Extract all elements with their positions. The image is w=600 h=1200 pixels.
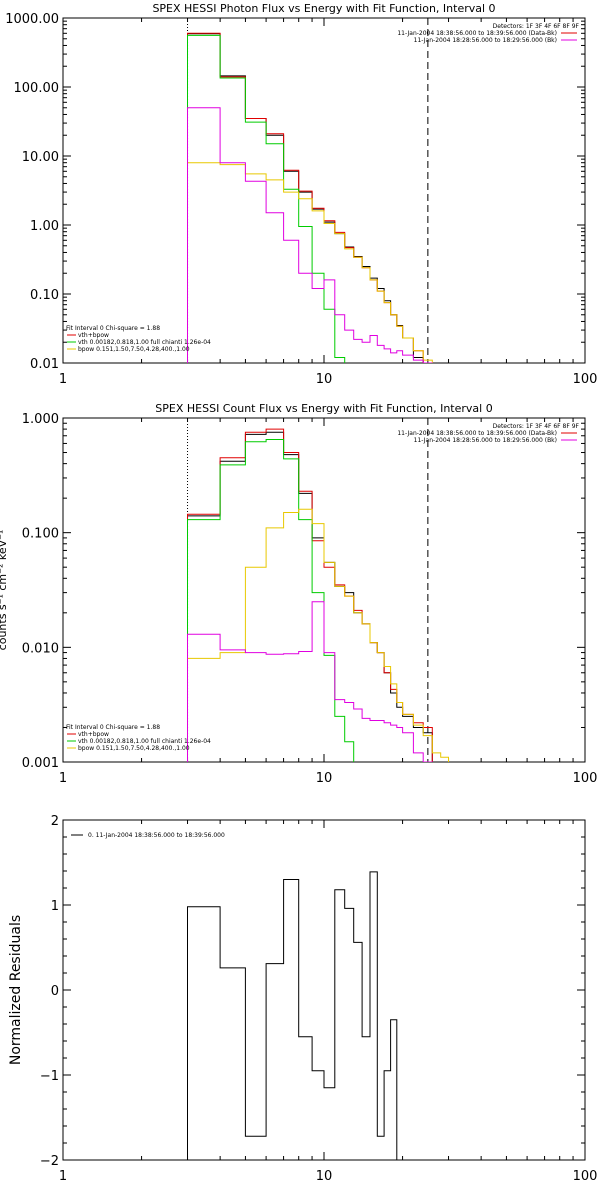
y-tick-label: 2 (51, 814, 59, 829)
y-tick-label: −2 (40, 1154, 59, 1169)
y-axis: 0.001 0.010 0.100 1.000 (22, 412, 585, 771)
series-vth-line (187, 439, 355, 762)
series-group (187, 871, 398, 1160)
legend-entry: 0. 11-Jan-2004 18:38:56.000 to 18:39:56.… (88, 832, 225, 839)
y-tick-label: 0.01 (30, 357, 59, 372)
header-line: 11-Jan-2004 18:38:56.000 to 18:39:56.000… (397, 430, 557, 437)
y-tick-label: 0.10 (30, 288, 59, 303)
x-tick-label: 100 (573, 1169, 598, 1184)
header-line: Detectors: 1F 3F 4F 6F 8F 9F (493, 23, 580, 30)
y-axis-label: Normalized Residuals (8, 915, 24, 1065)
x-axis: 1 10 100 (59, 18, 598, 387)
y-tick-label: 0.010 (22, 641, 59, 656)
y-tick-label: 0.001 (22, 756, 59, 771)
x-axis: 1 10 100 (59, 820, 598, 1184)
legend-entry: vth 0.00182,0.818,1.00 full chianti 1.26… (78, 339, 211, 346)
series-bpow-line (187, 508, 449, 762)
series-data-line (187, 431, 433, 762)
x-tick-label: 10 (316, 771, 333, 786)
series-bkg-line (187, 601, 433, 762)
header-line: 11-Jan-2004 18:28:56.000 to 18:29:56.000… (414, 37, 557, 44)
y-tick-label: 1000.00 (5, 12, 59, 27)
legend-entry: Fit Interval 0 Chi-square = 1.88 (66, 325, 160, 332)
y-tick-label: 1.000 (22, 412, 59, 427)
legend-entry: vth 0.00182,0.818,1.00 full chianti 1.26… (78, 738, 211, 745)
legend-entry: bpow 0.151,1.50,7.50,4.28,400.,1.00 (78, 745, 190, 752)
y-axis: 0.01 0.10 1.00 10.00 100.00 1000.00 (5, 12, 585, 372)
x-tick-label: 1 (59, 1169, 67, 1184)
series-total-line (187, 32, 433, 363)
series-vth-line (187, 34, 346, 363)
chart-panel-1: SPEX HESSI Photon Flux vs Energy with Fi… (5, 2, 598, 387)
y-tick-label: −1 (40, 1069, 59, 1084)
y-tick-label: 0.100 (22, 527, 59, 542)
y-axis: −2 −1 0 1 2 (40, 814, 585, 1169)
x-tick-label: 10 (316, 1169, 333, 1184)
chart-panel-2: SPEX HESSI Count Flux vs Energy with Fit… (0, 402, 598, 786)
series-data-line (187, 871, 398, 1160)
legend-entry: bpow 0.151,1.50,7.50,4.28,400.,1.00 (78, 346, 190, 353)
x-tick-label: 1 (59, 372, 67, 387)
x-tick-label: 1 (59, 771, 67, 786)
x-axis: 1 10 100 (59, 418, 598, 786)
y-tick-label: 10.00 (22, 150, 59, 165)
y-tick-label: 1 (51, 899, 59, 914)
legend-entry: Fit Interval 0 Chi-square = 1.88 (66, 724, 160, 731)
y-tick-label: 0 (51, 984, 59, 999)
legend-entry: vth+bpow (78, 332, 109, 339)
plot-frame (62, 819, 586, 1161)
series-bpow-line (187, 162, 433, 363)
series-data-line (187, 33, 424, 363)
chart-panel-3: 1 10 100 −2 −1 0 1 2 Normalized Residuals 0. 11-J… (8, 814, 598, 1184)
plot-frame (62, 17, 586, 364)
header-line: 11-Jan-2004 18:38:56.000 to 18:39:56.000… (397, 30, 557, 37)
legend-entry: vth+bpow (78, 731, 109, 738)
series-group (187, 32, 433, 363)
x-tick-label: 10 (316, 372, 333, 387)
x-tick-label: 100 (573, 372, 598, 387)
header-line: Detectors: 1F 3F 4F 6F 8F 9F (493, 423, 580, 430)
series-bkg-line (187, 107, 433, 363)
header-line: 11-Jan-2004 18:28:56.000 to 18:29:56.000… (414, 437, 557, 444)
y-tick-label: 1.00 (30, 219, 59, 234)
y-axis-label: counts s⁻¹ cm⁻² keV⁻¹ (0, 530, 9, 651)
series-total-line (187, 428, 433, 762)
y-tick-label: 100.00 (14, 81, 60, 96)
chart-title: SPEX HESSI Photon Flux vs Energy with Fi… (152, 2, 495, 15)
chart-title: SPEX HESSI Count Flux vs Energy with Fit… (155, 402, 492, 415)
x-tick-label: 100 (573, 771, 598, 786)
plot-frame (62, 417, 586, 763)
series-group (187, 428, 449, 762)
